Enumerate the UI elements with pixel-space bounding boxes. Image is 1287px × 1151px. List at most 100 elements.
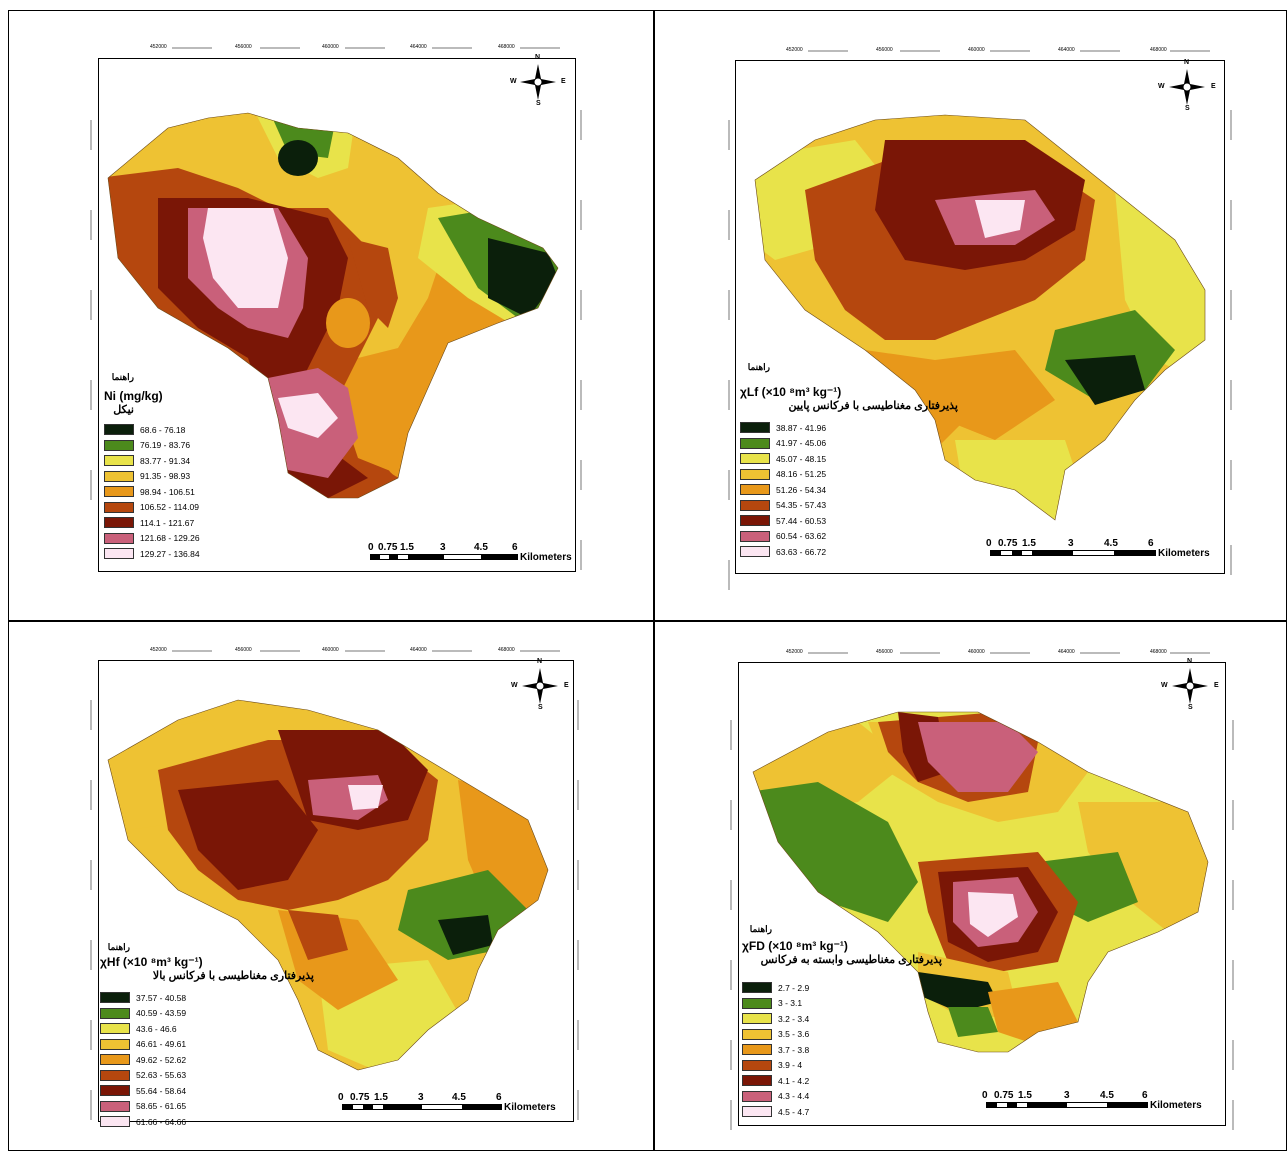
legend-label: 4.1 - 4.2 bbox=[778, 1075, 810, 1086]
coord-tick-top bbox=[260, 47, 300, 49]
coord-tick-top bbox=[432, 47, 472, 49]
coord-tick-left bbox=[90, 700, 92, 730]
coord-tick-left bbox=[90, 120, 92, 150]
legend-swatch bbox=[100, 1069, 130, 1081]
legend-swatch bbox=[740, 437, 770, 449]
coord-label-top: 468000 bbox=[498, 44, 515, 50]
coord-tick-top bbox=[345, 47, 385, 49]
coord-label-top: 464000 bbox=[410, 647, 427, 653]
scale-label: 3 bbox=[1064, 1090, 1070, 1101]
legend-label: 57.44 - 60.53 bbox=[776, 515, 827, 526]
coord-tick-right bbox=[580, 460, 582, 490]
coord-label-top: 452000 bbox=[786, 649, 803, 655]
coord-tick-top bbox=[260, 650, 300, 652]
coord-label-top: 460000 bbox=[968, 649, 985, 655]
compass-w: W bbox=[510, 78, 517, 85]
legend-item: 43.6 - 46.6 bbox=[100, 1021, 314, 1037]
legend-item: 60.54 - 63.62 bbox=[740, 529, 958, 545]
scale-label: 0.75 bbox=[994, 1090, 1014, 1101]
legend-variable: χHf (×10 ⁸m³ kg⁻¹) bbox=[100, 955, 203, 969]
coord-label-top: 452000 bbox=[786, 47, 803, 53]
coord-label-top: 468000 bbox=[1150, 649, 1167, 655]
legend-item: 57.44 - 60.53 bbox=[740, 513, 958, 529]
legend-swatch bbox=[740, 484, 770, 496]
scale-track bbox=[990, 550, 1156, 556]
legend-variable-fa: پذیرفتاری مغناطیسی با فرکانس بالا bbox=[152, 970, 314, 982]
legend-swatch bbox=[742, 1044, 772, 1056]
coord-tick-top bbox=[520, 47, 560, 49]
coord-tick-top bbox=[172, 650, 212, 652]
scale-unit: Kilometers bbox=[504, 1102, 556, 1113]
scale-label: 0.75 bbox=[998, 538, 1018, 549]
scale-bar: 0 0.75 1.5 3 4.5 6 Kilometers bbox=[986, 538, 1210, 559]
legend-swatch bbox=[100, 1054, 130, 1066]
coord-label-top: 468000 bbox=[498, 647, 515, 653]
scale-label: 1.5 bbox=[374, 1092, 388, 1103]
coord-label-top: 460000 bbox=[968, 47, 985, 53]
legend-label: 4.5 - 4.7 bbox=[778, 1106, 810, 1117]
legend-variable-fa: پذیرفتاری مغناطیسی با فرکانس پایین bbox=[788, 400, 958, 412]
legend: راهنما χHf (×10 ⁸m³ kg⁻¹) پذیرفتاری مغنا… bbox=[100, 942, 314, 1130]
legend-swatch bbox=[740, 515, 770, 527]
map-ni bbox=[107, 112, 559, 499]
coord-tick-left bbox=[90, 780, 92, 810]
legend-label: 46.61 - 49.61 bbox=[136, 1039, 187, 1050]
legend-label: 68.6 - 76.18 bbox=[140, 424, 186, 435]
legend-item: 3 - 3.1 bbox=[742, 996, 942, 1012]
legend-item: 58.65 - 61.65 bbox=[100, 1099, 314, 1115]
legend-item: 3.9 - 4 bbox=[742, 1058, 942, 1074]
scale-track bbox=[342, 1104, 502, 1110]
legend-label: 3.7 - 3.8 bbox=[778, 1044, 810, 1055]
legend-label: 3.9 - 4 bbox=[778, 1060, 803, 1071]
legend-item: 121.68 - 129.26 bbox=[104, 531, 200, 547]
scale-label: 3 bbox=[1068, 538, 1074, 549]
coord-tick-top bbox=[1080, 50, 1120, 52]
coord-tick-right bbox=[1230, 200, 1232, 230]
compass-rose-icon bbox=[1169, 69, 1205, 105]
coord-tick-left bbox=[728, 290, 730, 320]
grid-divider-vertical bbox=[653, 10, 655, 1151]
compass-e: E bbox=[1211, 83, 1216, 90]
coord-tick-top bbox=[1080, 652, 1120, 654]
compass-w: W bbox=[1158, 83, 1165, 90]
coord-tick-top bbox=[990, 50, 1030, 52]
legend-label: 3 - 3.1 bbox=[778, 998, 803, 1009]
coord-tick-right bbox=[1230, 460, 1232, 490]
coord-tick-right bbox=[577, 780, 579, 810]
legend-label: 3.5 - 3.6 bbox=[778, 1029, 810, 1040]
scale-track bbox=[370, 554, 518, 560]
legend-label: 38.87 - 41.96 bbox=[776, 422, 827, 433]
legend-item: 46.61 - 49.61 bbox=[100, 1037, 314, 1053]
coord-label-top: 460000 bbox=[322, 44, 339, 50]
legend-item: 129.27 - 136.84 bbox=[104, 546, 200, 562]
coord-tick-left bbox=[90, 210, 92, 240]
coord-tick-right bbox=[577, 700, 579, 730]
coord-tick-left bbox=[90, 290, 92, 320]
coord-tick-left bbox=[728, 210, 730, 240]
legend-swatch bbox=[104, 486, 134, 498]
coord-tick-left bbox=[90, 470, 92, 500]
coord-tick-top bbox=[172, 47, 212, 49]
scale-labels: 0 0.75 1.5 3 4.5 6 bbox=[368, 542, 518, 554]
coord-tick-right bbox=[1232, 720, 1234, 750]
legend-item: 40.59 - 43.59 bbox=[100, 1006, 314, 1022]
coord-label-top: 464000 bbox=[1058, 649, 1075, 655]
coord-tick-right bbox=[580, 380, 582, 410]
compass-rose-icon bbox=[1172, 668, 1208, 704]
legend-label: 61.66 - 64.66 bbox=[136, 1116, 187, 1127]
legend-label: 40.59 - 43.59 bbox=[136, 1008, 187, 1019]
legend-swatch bbox=[100, 1023, 130, 1035]
legend-label: 106.52 - 114.09 bbox=[140, 502, 199, 513]
legend-swatch bbox=[100, 1100, 130, 1112]
legend-variable: Ni (mg/kg) bbox=[104, 389, 163, 403]
legend-swatch bbox=[742, 982, 772, 994]
coord-tick-right bbox=[580, 290, 582, 320]
compass-w: W bbox=[511, 682, 518, 689]
map-xfd bbox=[752, 711, 1209, 1053]
scale-label: 1.5 bbox=[1018, 1090, 1032, 1101]
coord-tick-top bbox=[808, 50, 848, 52]
coord-label-top: 468000 bbox=[1150, 47, 1167, 53]
legend-swatch bbox=[742, 1075, 772, 1087]
legend-label: 49.62 - 52.62 bbox=[136, 1054, 187, 1065]
legend-item: 98.94 - 106.51 bbox=[104, 484, 200, 500]
